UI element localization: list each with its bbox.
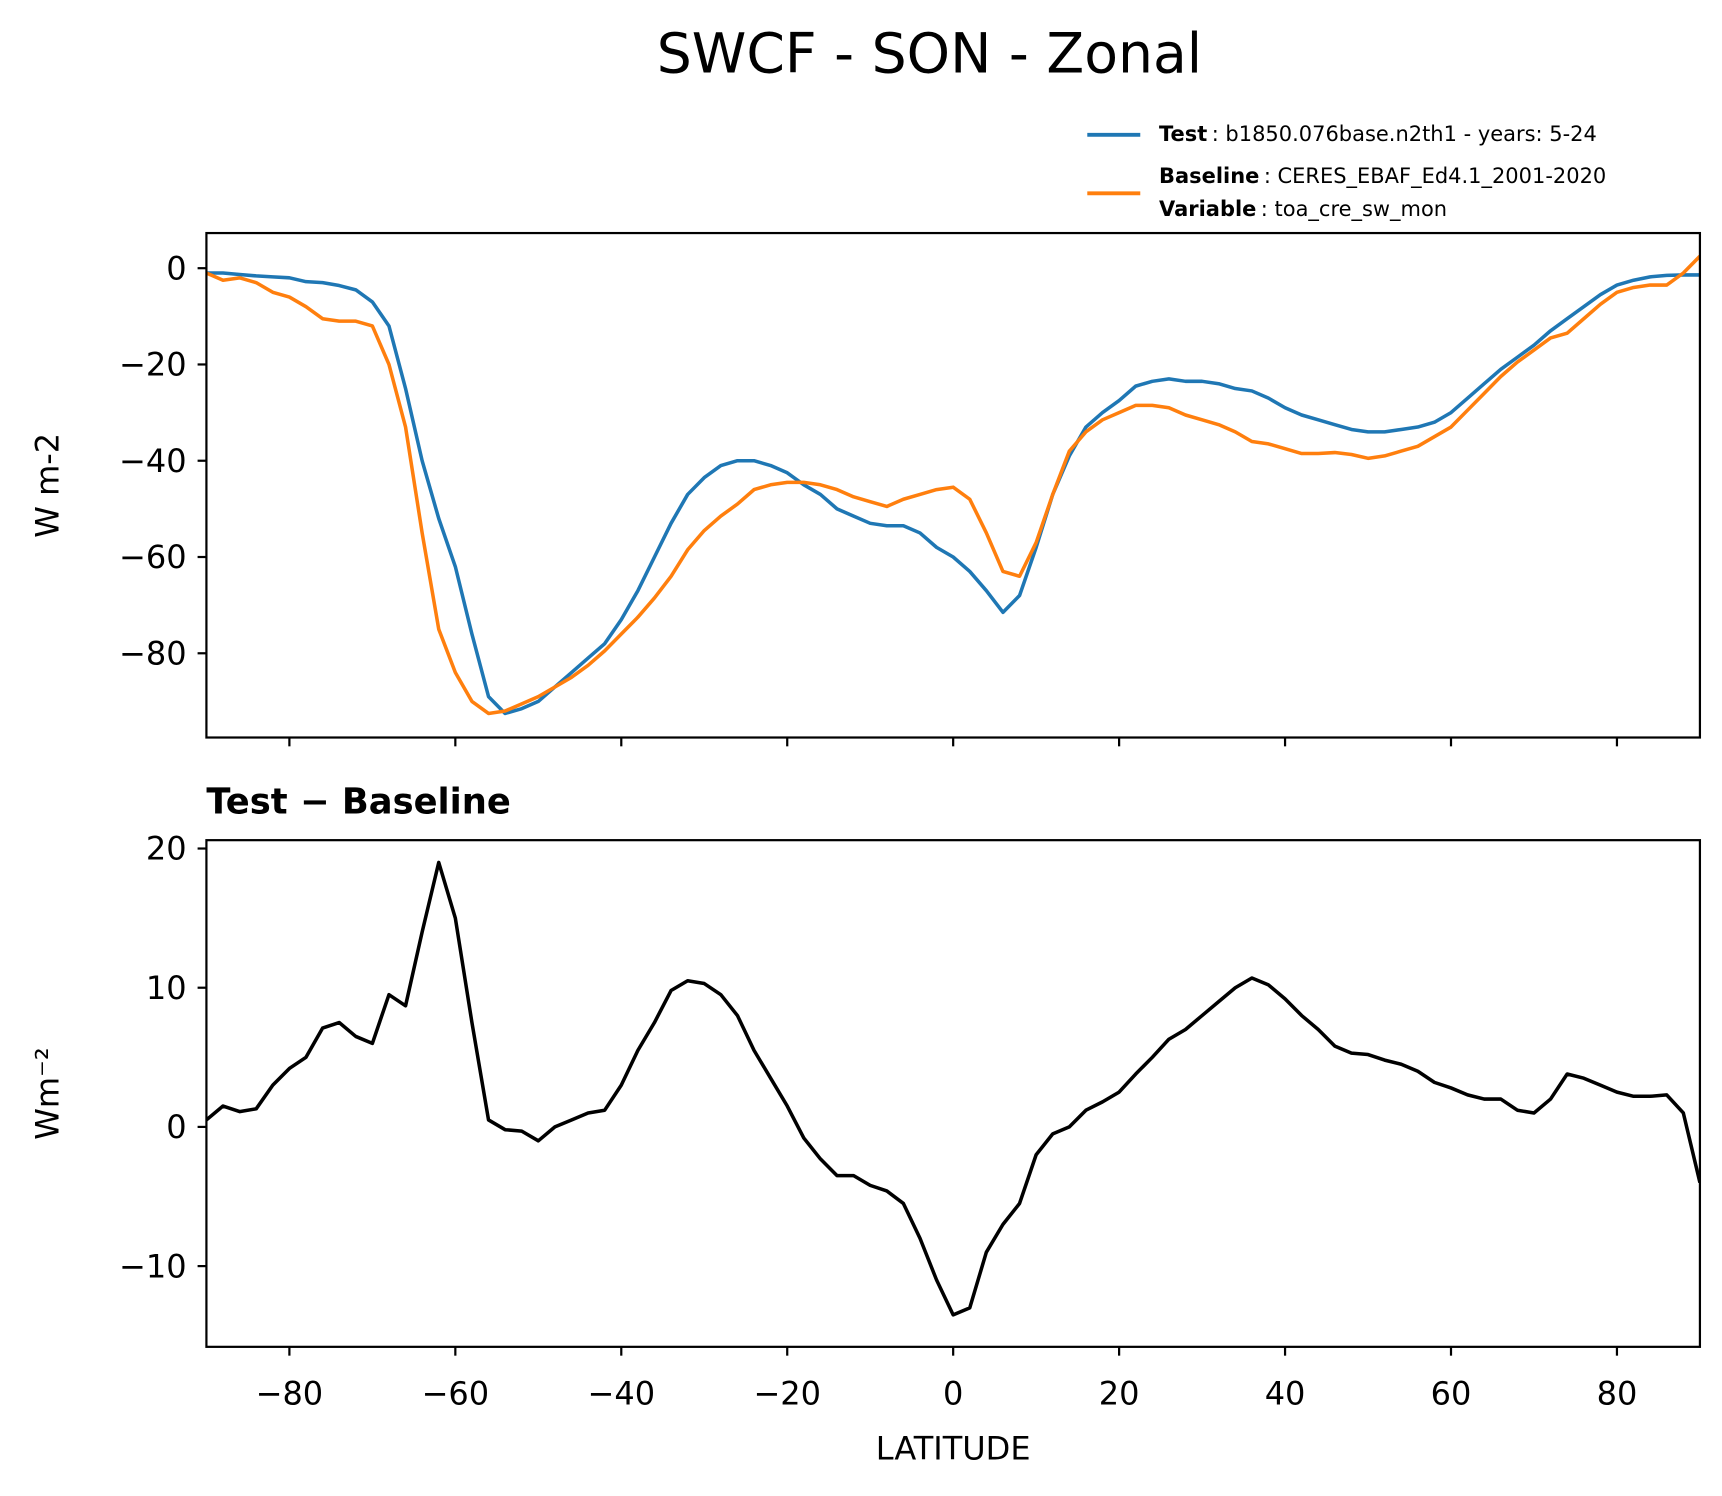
panel-title: Test − Baseline	[206, 782, 510, 823]
y-tick-label: 0	[166, 1108, 186, 1146]
legend-label: Baseline: CERES_EBAF_Ed4.1_2001-2020	[1159, 164, 1606, 189]
y-tick-label: −10	[119, 1247, 187, 1285]
x-tick-label: −80	[256, 1374, 324, 1412]
y-tick-label: −60	[119, 538, 187, 576]
y-tick-label: 20	[146, 830, 187, 868]
chart-title: SWCF - SON - Zonal	[657, 23, 1202, 87]
variable-value: : toa_cre_sw_mon	[1261, 197, 1447, 222]
legend-name: Baseline	[1159, 164, 1259, 188]
legend-name: Test	[1159, 122, 1207, 146]
legend-description: : CERES_EBAF_Ed4.1_2001-2020	[1264, 164, 1606, 189]
variable-label: Variable	[1159, 197, 1256, 221]
legend-variable: Variable: toa_cre_sw_mon	[1159, 197, 1447, 222]
data-line	[206, 860, 1700, 1317]
x-axis-label: LATITUDE	[876, 1430, 1031, 1468]
y-tick-label: 10	[146, 969, 187, 1007]
legend-description: : b1850.076base.n2th1 - years: 5-24	[1212, 122, 1597, 146]
y-tick-label: 0	[166, 249, 186, 287]
x-tick-label: 0	[943, 1374, 963, 1412]
x-tick-label: 80	[1597, 1374, 1638, 1412]
x-tick-label: −20	[753, 1374, 821, 1412]
y-tick-label: −40	[119, 442, 187, 480]
y-axis-label: Wm⁻²	[29, 1047, 67, 1140]
y-tick-label: −80	[119, 634, 187, 672]
y-tick-label: −20	[119, 346, 187, 384]
data-line	[206, 271, 1700, 716]
x-tick-label: 60	[1431, 1374, 1472, 1412]
data-line	[206, 254, 1700, 716]
x-tick-label: 40	[1265, 1374, 1306, 1412]
y-axis-label: W m-2	[29, 433, 67, 538]
x-tick-label: 20	[1099, 1374, 1140, 1412]
x-tick-label: −60	[422, 1374, 490, 1412]
legend-label: Test: b1850.076base.n2th1 - years: 5-24	[1159, 122, 1597, 146]
x-tick-label: −40	[588, 1374, 656, 1412]
